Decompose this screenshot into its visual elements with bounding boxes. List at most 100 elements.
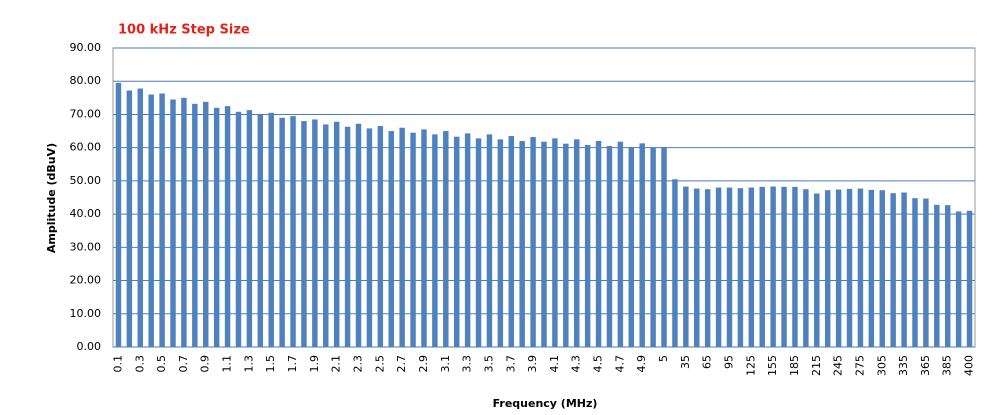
x-tick-label: 1.7 xyxy=(286,355,299,373)
bar xyxy=(650,147,656,347)
bar xyxy=(901,192,907,347)
bar xyxy=(377,126,384,347)
bar xyxy=(944,205,951,347)
x-tick-label: 3.5 xyxy=(482,355,495,373)
bar xyxy=(803,189,809,347)
bar xyxy=(148,94,154,347)
x-tick-label: 4.3 xyxy=(570,355,583,373)
bar xyxy=(257,114,264,347)
bar xyxy=(224,106,231,347)
bar xyxy=(312,119,318,347)
x-tick-label: 0.7 xyxy=(177,355,190,373)
bar xyxy=(824,190,831,347)
bar xyxy=(606,146,613,347)
x-tick-label: 385 xyxy=(941,355,954,376)
bar xyxy=(563,143,569,347)
bar xyxy=(475,138,482,347)
x-tick-label: 335 xyxy=(897,355,910,376)
x-tick-label: 1.9 xyxy=(308,355,321,373)
x-tick-label: 185 xyxy=(788,355,801,376)
x-tick-label: 1.1 xyxy=(221,355,234,373)
bar xyxy=(235,111,242,347)
bar xyxy=(464,133,471,347)
bar xyxy=(486,134,493,347)
bar xyxy=(966,210,973,347)
x-tick-label: 0.9 xyxy=(199,355,212,373)
bar xyxy=(672,179,678,347)
x-tick-label: 3.1 xyxy=(439,355,452,373)
y-tick-label: 90.00 xyxy=(70,41,102,54)
bar xyxy=(497,139,504,347)
bar xyxy=(137,88,144,347)
x-tick-label: 2.5 xyxy=(373,355,386,373)
y-tick-label: 10.00 xyxy=(70,307,102,320)
bar xyxy=(759,186,765,347)
bar xyxy=(934,204,940,347)
bar xyxy=(432,134,438,347)
x-tick-label: 3.9 xyxy=(526,355,539,373)
bar xyxy=(181,97,187,347)
bar xyxy=(323,124,329,348)
x-tick-label: 3.7 xyxy=(504,355,517,373)
bar xyxy=(628,147,635,347)
bar xyxy=(333,121,340,348)
x-tick-label: 35 xyxy=(679,355,692,369)
y-tick-label: 50.00 xyxy=(70,174,102,187)
y-tick-label: 30.00 xyxy=(70,240,102,253)
bar xyxy=(246,110,253,348)
x-tick-label: 5 xyxy=(657,355,670,362)
x-tick-label: 2.1 xyxy=(330,355,343,373)
x-tick-label: 1.3 xyxy=(242,355,255,373)
bar xyxy=(159,93,165,348)
x-tick-label: 4.7 xyxy=(613,355,626,373)
bar xyxy=(126,90,133,347)
bar xyxy=(792,186,798,347)
bar xyxy=(203,101,209,347)
chart-title: 100 kHz Step Size xyxy=(118,23,250,38)
bar xyxy=(857,188,864,347)
bar xyxy=(530,137,536,347)
bar xyxy=(781,186,787,347)
bar xyxy=(453,136,460,347)
bar xyxy=(344,126,351,347)
x-tick-label: 0.1 xyxy=(111,355,124,373)
x-tick-label: 0.5 xyxy=(155,355,168,373)
y-tick-label: 60.00 xyxy=(70,141,102,154)
bar xyxy=(912,198,918,347)
y-tick-label: 70.00 xyxy=(70,107,102,120)
bar xyxy=(835,189,842,347)
y-tick-label: 40.00 xyxy=(70,207,102,220)
bar xyxy=(617,141,624,347)
bar xyxy=(355,123,362,347)
y-tick-label: 80.00 xyxy=(70,74,102,87)
bar xyxy=(715,187,722,347)
bar xyxy=(584,145,591,347)
bar xyxy=(115,82,122,347)
bar xyxy=(410,132,416,347)
bar xyxy=(868,189,875,347)
bar xyxy=(748,187,755,347)
bar xyxy=(366,128,373,347)
x-tick-label: 305 xyxy=(875,355,888,376)
x-tick-label: 4.5 xyxy=(592,355,605,373)
y-tick-label: 20.00 xyxy=(70,274,102,287)
bar xyxy=(955,211,962,347)
x-tick-label: 365 xyxy=(919,355,932,376)
x-tick-label: 2.9 xyxy=(417,355,430,373)
x-tick-label: 400 xyxy=(963,355,976,376)
bar xyxy=(268,112,274,348)
x-axis-title: Frequency (MHz) xyxy=(493,397,598,410)
bar xyxy=(639,143,645,347)
bar xyxy=(846,188,853,347)
x-tick-label: 275 xyxy=(853,355,866,376)
x-tick-label: 4.9 xyxy=(635,355,648,373)
bar xyxy=(508,136,514,347)
bar xyxy=(519,141,525,347)
bar xyxy=(213,107,220,347)
bar xyxy=(399,127,405,347)
bar xyxy=(279,117,285,348)
bar xyxy=(443,131,449,347)
bar xyxy=(541,141,547,347)
bar xyxy=(574,139,580,347)
